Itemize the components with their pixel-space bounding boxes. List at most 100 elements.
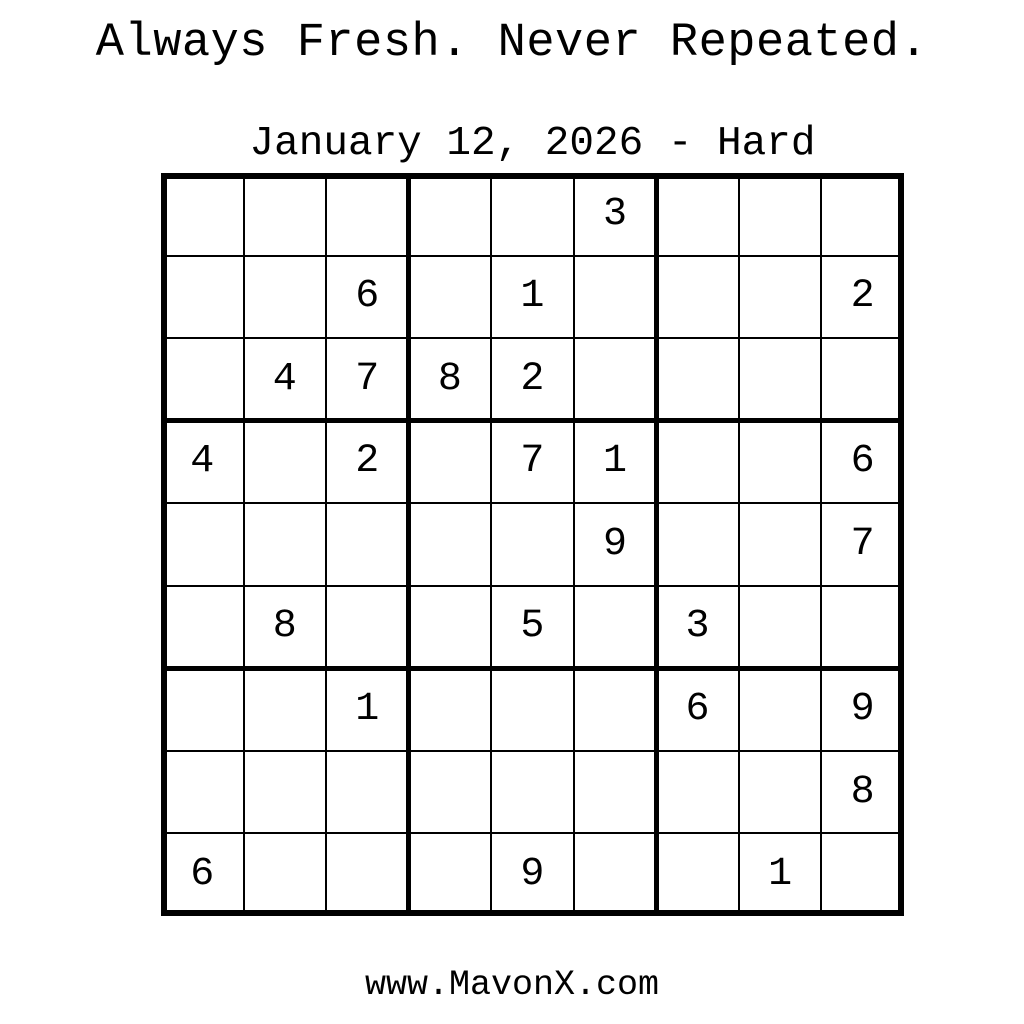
empty-cell[interactable] xyxy=(821,833,903,915)
puzzle-heading: January 12, 2026 - Hard xyxy=(249,121,816,167)
box-divider-horizontal xyxy=(161,173,904,179)
empty-cell[interactable] xyxy=(409,751,491,833)
given-cell: 8 xyxy=(272,604,297,650)
empty-cell[interactable] xyxy=(739,503,821,585)
given-cell: 7 xyxy=(355,356,380,402)
box-divider-horizontal xyxy=(161,418,904,424)
empty-cell[interactable] xyxy=(326,751,408,833)
empty-cell[interactable] xyxy=(821,173,903,255)
empty-cell[interactable] xyxy=(244,256,326,338)
empty-cell[interactable] xyxy=(656,338,738,420)
empty-cell[interactable] xyxy=(161,503,243,585)
empty-cell[interactable] xyxy=(161,338,243,420)
given-cell: 7 xyxy=(520,439,545,485)
empty-cell[interactable] xyxy=(739,173,821,255)
empty-cell[interactable] xyxy=(409,503,491,585)
empty-cell[interactable] xyxy=(656,173,738,255)
empty-cell[interactable] xyxy=(244,751,326,833)
website-footer: www.MavonX.com xyxy=(364,965,660,1005)
empty-cell[interactable] xyxy=(244,668,326,750)
empty-cell[interactable] xyxy=(739,256,821,338)
given-cell: 1 xyxy=(768,852,793,898)
grid-line-vertical xyxy=(737,173,740,916)
given-cell: 1 xyxy=(520,274,545,320)
empty-cell[interactable] xyxy=(739,338,821,420)
empty-cell[interactable] xyxy=(656,833,738,915)
empty-cell[interactable] xyxy=(244,503,326,585)
given-cell: 6 xyxy=(355,274,380,320)
given-cell: 3 xyxy=(685,604,710,650)
empty-cell[interactable] xyxy=(574,586,656,668)
given-cell: 6 xyxy=(685,687,710,733)
empty-cell[interactable] xyxy=(326,503,408,585)
box-divider-vertical xyxy=(653,173,659,916)
empty-cell[interactable] xyxy=(244,173,326,255)
box-divider-horizontal xyxy=(161,665,904,671)
given-cell: 9 xyxy=(850,687,875,733)
grid-line-horizontal xyxy=(161,502,904,505)
given-cell: 1 xyxy=(602,439,627,485)
grid-line-horizontal xyxy=(161,584,904,587)
empty-cell[interactable] xyxy=(574,751,656,833)
given-cell: 6 xyxy=(850,439,875,485)
empty-cell[interactable] xyxy=(326,586,408,668)
empty-cell[interactable] xyxy=(739,751,821,833)
empty-cell[interactable] xyxy=(409,668,491,750)
empty-cell[interactable] xyxy=(739,586,821,668)
empty-cell[interactable] xyxy=(821,338,903,420)
empty-cell[interactable] xyxy=(409,256,491,338)
empty-cell[interactable] xyxy=(326,173,408,255)
empty-cell[interactable] xyxy=(161,751,243,833)
empty-cell[interactable] xyxy=(574,668,656,750)
empty-cell[interactable] xyxy=(739,421,821,503)
grid-line-vertical xyxy=(325,173,328,916)
empty-cell[interactable] xyxy=(656,503,738,585)
grid-line-vertical xyxy=(820,173,823,916)
grid-line-vertical xyxy=(242,173,245,916)
empty-cell[interactable] xyxy=(409,586,491,668)
empty-cell[interactable] xyxy=(491,173,573,255)
empty-cell[interactable] xyxy=(739,668,821,750)
empty-cell[interactable] xyxy=(161,256,243,338)
empty-cell[interactable] xyxy=(409,833,491,915)
empty-cell[interactable] xyxy=(656,421,738,503)
given-cell: 9 xyxy=(602,521,627,567)
grid-line-horizontal xyxy=(161,337,904,340)
empty-cell[interactable] xyxy=(574,256,656,338)
sudoku-board: 3 6 1 2 4 7 8 2 4 2 7 1 6 9 7 8 5 3 1 6 9 8 6 9 1 xyxy=(161,173,904,916)
given-cell: 4 xyxy=(190,439,215,485)
empty-cell[interactable] xyxy=(161,173,243,255)
empty-cell[interactable] xyxy=(574,338,656,420)
given-cell: 6 xyxy=(190,852,215,898)
empty-cell[interactable] xyxy=(244,421,326,503)
given-cell: 9 xyxy=(520,852,545,898)
empty-cell[interactable] xyxy=(244,833,326,915)
empty-cell[interactable] xyxy=(409,173,491,255)
given-cell: 7 xyxy=(850,521,875,567)
empty-cell[interactable] xyxy=(326,833,408,915)
empty-cell[interactable] xyxy=(574,833,656,915)
empty-cell[interactable] xyxy=(821,586,903,668)
grid-line-horizontal xyxy=(161,832,904,835)
page-title: Always Fresh. Never Repeated. xyxy=(95,17,929,70)
box-divider-horizontal xyxy=(161,910,904,916)
empty-cell[interactable] xyxy=(491,751,573,833)
box-divider-vertical xyxy=(161,173,167,916)
empty-cell[interactable] xyxy=(491,503,573,585)
given-cell: 3 xyxy=(602,191,627,237)
empty-cell[interactable] xyxy=(491,668,573,750)
given-cell: 8 xyxy=(437,356,462,402)
empty-cell[interactable] xyxy=(161,668,243,750)
given-cell: 5 xyxy=(520,604,545,650)
grid-line-vertical xyxy=(490,173,493,916)
empty-cell[interactable] xyxy=(656,751,738,833)
empty-cell[interactable] xyxy=(161,586,243,668)
given-cell: 1 xyxy=(355,687,380,733)
given-cell: 2 xyxy=(520,356,545,402)
given-cell: 4 xyxy=(272,356,297,402)
box-divider-vertical xyxy=(898,173,904,916)
empty-cell[interactable] xyxy=(409,421,491,503)
empty-cell[interactable] xyxy=(656,256,738,338)
grid-line-horizontal xyxy=(161,254,904,257)
given-cell: 2 xyxy=(850,274,875,320)
